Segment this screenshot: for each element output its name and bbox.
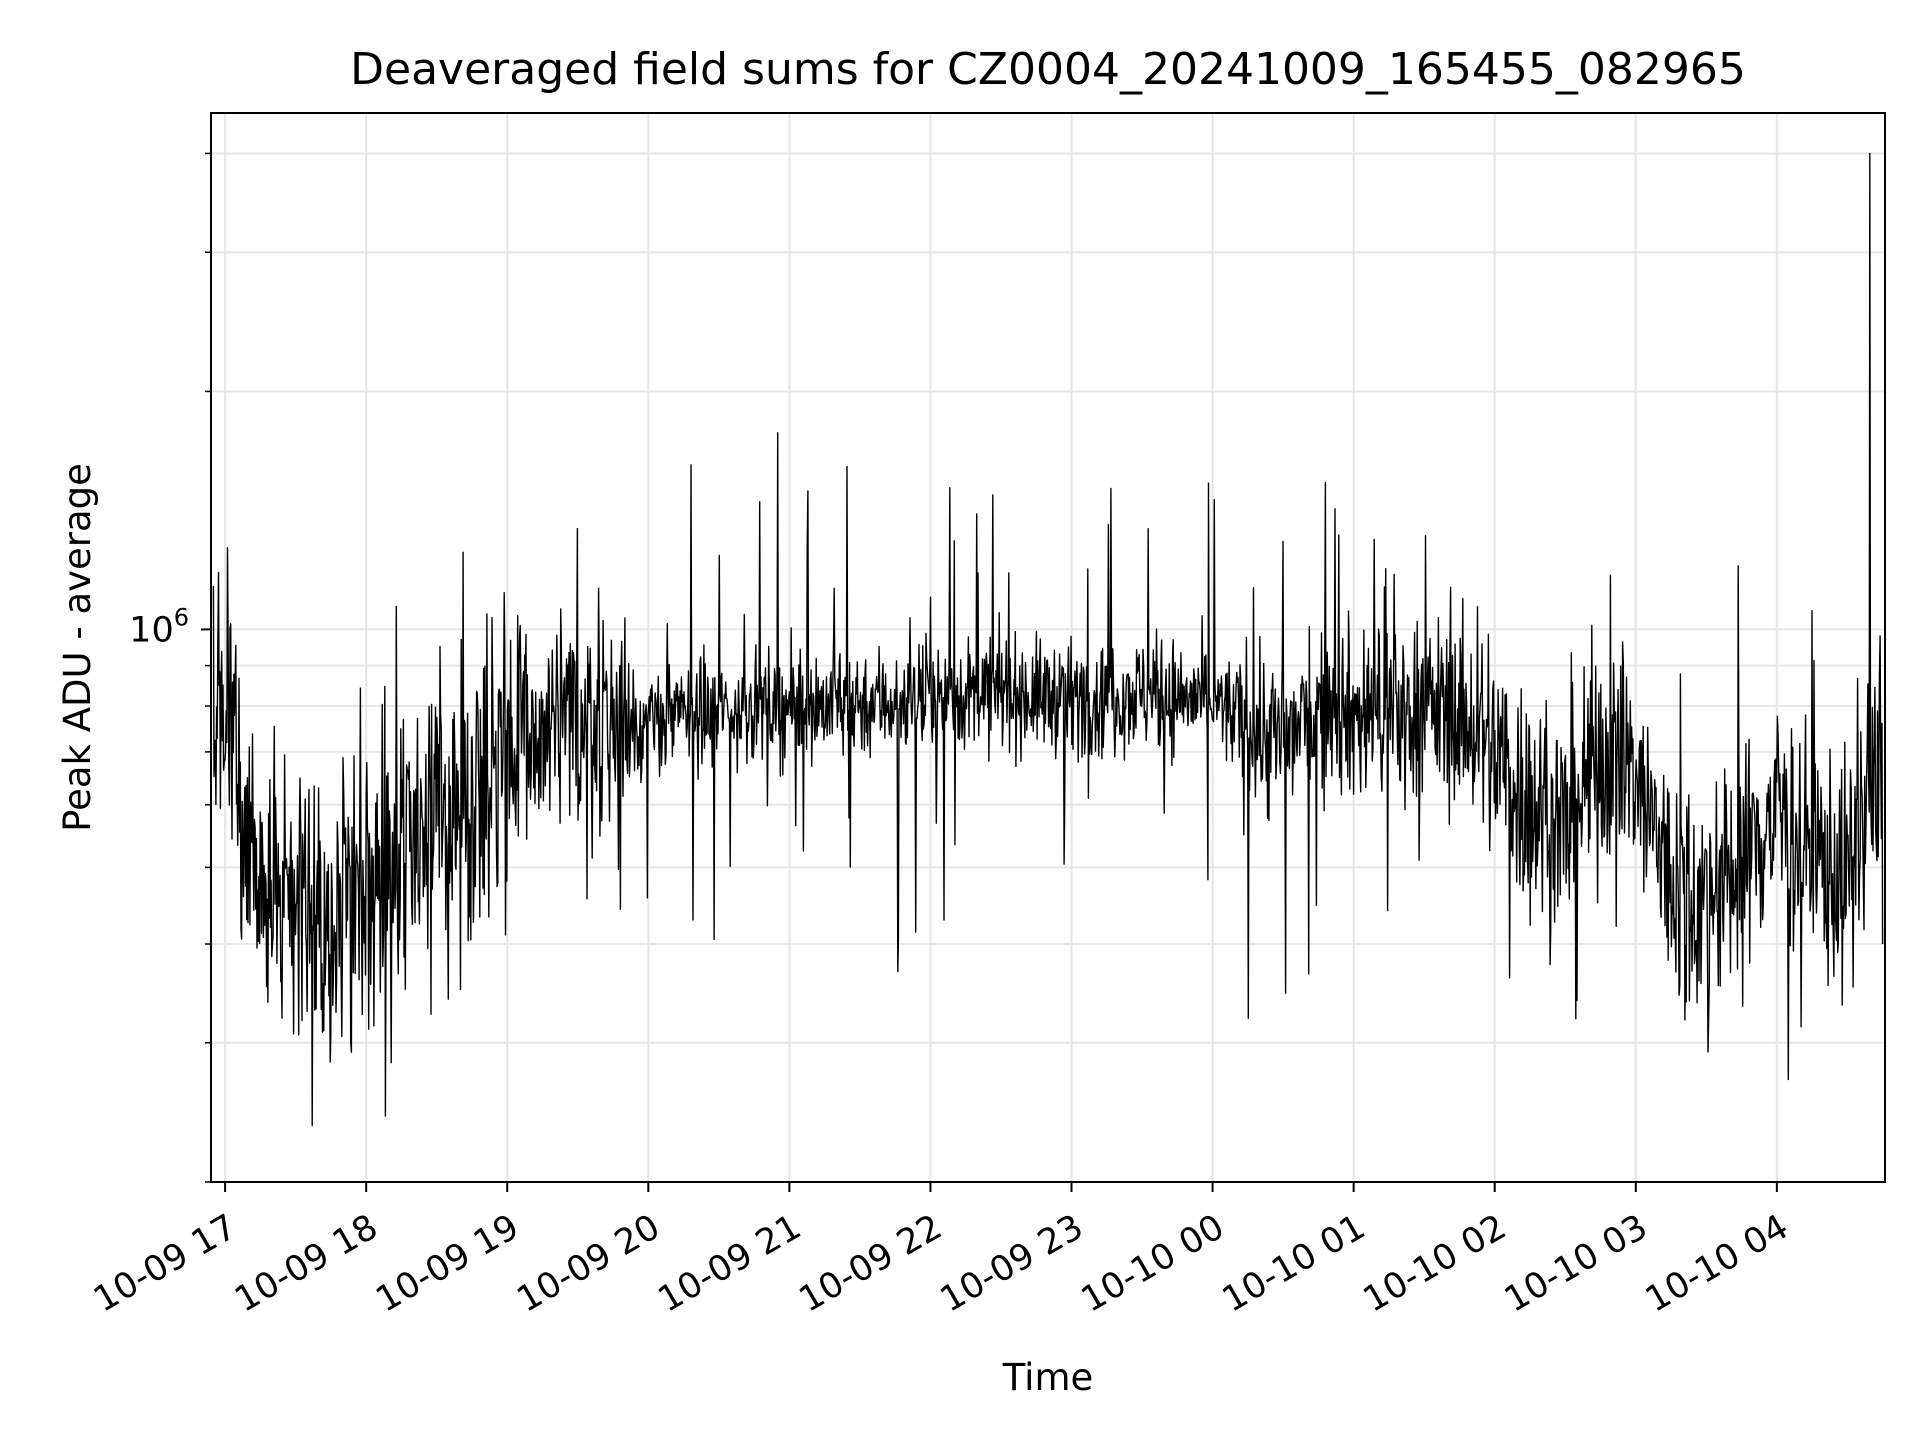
y-tick-label: 106 [129, 603, 189, 650]
plot-area-frame [210, 112, 1886, 1183]
x-tick-label: 10-09 19 [369, 1207, 525, 1320]
x-tick-label: 10-10 03 [1498, 1207, 1654, 1320]
x-tick-label: 10-09 17 [87, 1207, 243, 1320]
y-axis-label: Peak ADU - average [56, 463, 99, 832]
x-tick-label: 10-10 00 [1075, 1207, 1231, 1320]
series-layer [212, 152, 1884, 1127]
x-tick-label: 10-10 02 [1357, 1207, 1513, 1320]
x-tick-label: 10-09 22 [793, 1207, 949, 1320]
series-line [212, 152, 1884, 1127]
x-tick-label: 10-09 21 [652, 1207, 808, 1320]
chart-title: Deaveraged field sums for CZ0004_2024100… [350, 44, 1746, 95]
x-tick-label: 10-10 01 [1216, 1207, 1372, 1320]
x-tick-label: 10-09 23 [934, 1207, 1090, 1320]
x-tick-label: 10-09 20 [511, 1207, 667, 1320]
x-tick-label: 10-09 18 [228, 1207, 384, 1320]
x-axis-label: Time [1002, 1356, 1094, 1399]
ticks [201, 152, 1778, 1192]
x-tick-label: 10-10 04 [1639, 1207, 1795, 1320]
grid [211, 113, 1885, 1183]
